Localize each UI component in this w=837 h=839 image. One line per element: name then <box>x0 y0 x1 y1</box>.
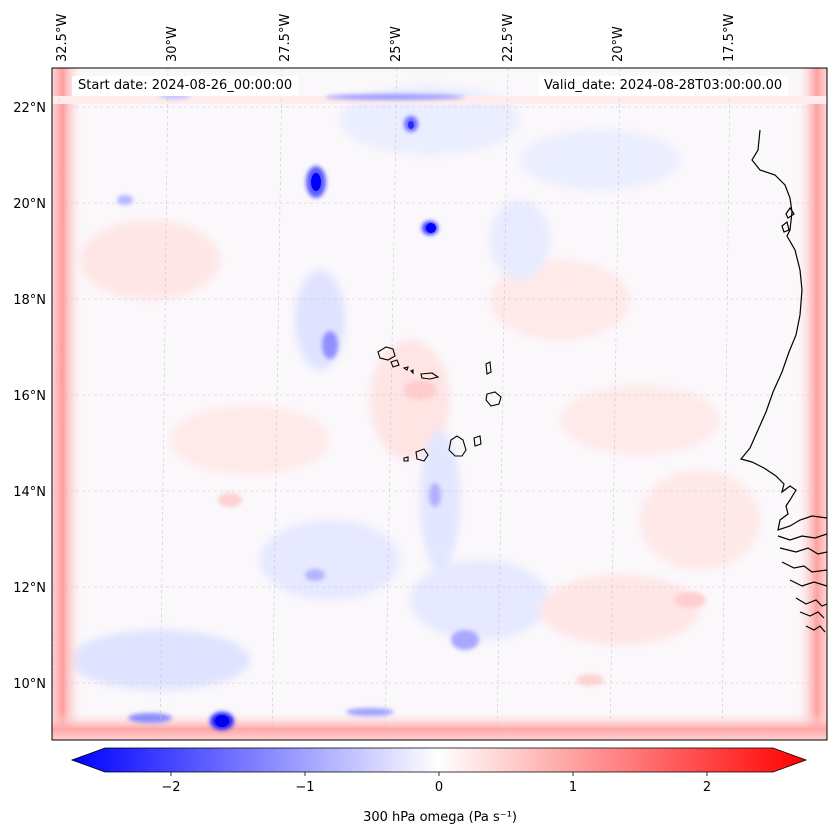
lon-label: 17.5°W <box>722 14 737 62</box>
colorbar-tick-label: 1 <box>569 780 577 795</box>
longitude-labels: 32.5°W 30°W 27.5°W 25°W 22.5°W 20°W 17.5… <box>55 14 737 62</box>
colorbar-ticks <box>170 772 708 776</box>
lat-label: 14°N <box>13 485 46 500</box>
lat-label: 16°N <box>13 389 46 404</box>
lon-label: 30°W <box>165 26 180 62</box>
cape-verde-islands <box>377 346 502 462</box>
graticule <box>52 68 827 740</box>
lat-label: 12°N <box>13 581 46 596</box>
lon-label: 32.5°W <box>55 14 70 62</box>
lon-label: 22.5°W <box>501 14 516 62</box>
lon-label: 25°W <box>389 26 404 62</box>
start-date-label: Start date: 2024-08-26_00:00:00 <box>72 76 299 96</box>
omega-field <box>52 68 827 740</box>
colorbar-tick-label: 2 <box>703 780 711 795</box>
colorbar-tick-label: −1 <box>295 780 314 795</box>
colorbar: −2 −1 0 1 2 300 hPa omega (Pa s⁻¹) <box>70 747 808 825</box>
lat-label: 10°N <box>13 677 46 692</box>
lat-label: 18°N <box>13 293 46 308</box>
lon-label: 27.5°W <box>278 14 293 62</box>
colorbar-scale <box>70 747 808 773</box>
colorbar-tick-label: −2 <box>161 780 180 795</box>
lat-label: 20°N <box>13 197 46 212</box>
colorbar-tick-label: 0 <box>435 780 443 795</box>
africa-coastline <box>739 129 827 633</box>
lat-label: 22°N <box>13 101 46 116</box>
valid-date-label: Valid_date: 2024-08-28T03:00:00.00 <box>538 76 789 96</box>
lon-label: 20°W <box>611 26 626 62</box>
latitude-labels: 22°N 20°N 18°N 16°N 14°N 12°N 10°N <box>13 101 46 692</box>
map-frame <box>51 67 828 741</box>
colorbar-title: 300 hPa omega (Pa s⁻¹) <box>363 810 517 825</box>
